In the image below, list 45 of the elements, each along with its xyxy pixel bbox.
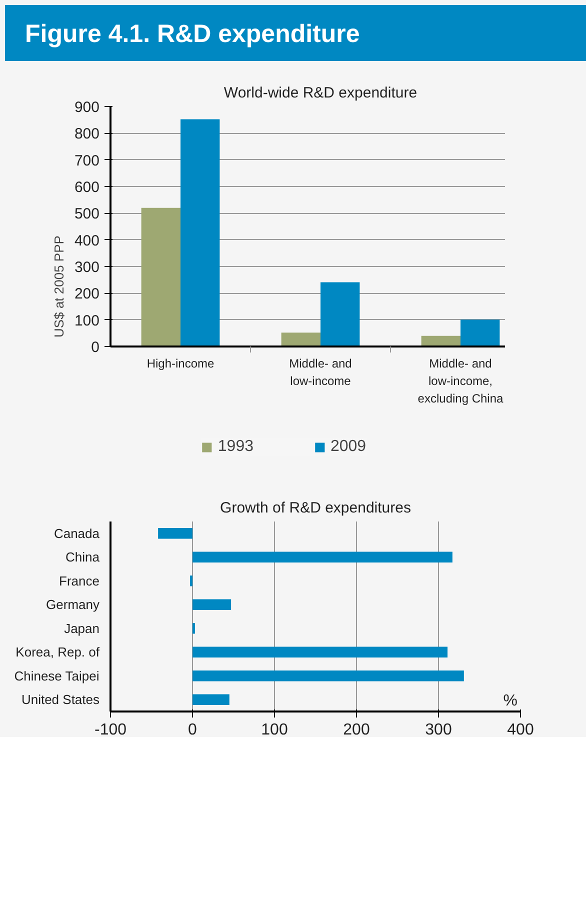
y-tick-label: 800 [74, 126, 100, 143]
y-tick-label: China [66, 550, 100, 565]
x-tick-label: 100 [261, 722, 288, 738]
legend-label: 2009 [330, 438, 366, 456]
x-tick-label: -100 [94, 722, 127, 738]
y-tick-label: France [59, 573, 100, 588]
x-tick-label: High-income [146, 356, 215, 370]
y-tick-label: 0 [91, 339, 100, 356]
x-axis-title: % [503, 692, 518, 710]
y-axis-title: US$ at 2005 PPP [51, 236, 66, 338]
chart-title: World-wide R&D expenditure [224, 84, 418, 102]
y-tick-label: 900 [74, 99, 100, 116]
x-tick-label: 200 [343, 722, 370, 738]
bar [192, 599, 232, 610]
y-tick-label: 500 [74, 206, 100, 223]
bar [192, 670, 464, 682]
bar [460, 320, 500, 346]
chart-title: Growth of R&D expenditures [220, 500, 411, 516]
x-tick-label: Middle- and low-income, excluding China [418, 356, 504, 406]
y-tick-label: Japan [64, 620, 100, 636]
bar [192, 694, 230, 705]
y-tick-label: 700 [74, 152, 100, 170]
y-tick-label: Korea, Rep. of [16, 644, 100, 660]
x-tick-label: 400 [507, 722, 534, 738]
y-tick-label: 100 [74, 312, 100, 330]
bar [158, 528, 192, 539]
legend-label: 1993 [218, 438, 254, 456]
caption: Figure 4.1. R&D expenditure [25, 19, 360, 50]
bar [320, 282, 360, 346]
bar [281, 332, 320, 346]
x-tick-label: 0 [188, 722, 198, 738]
bar [180, 119, 220, 346]
y-tick-label: 300 [74, 259, 100, 276]
bar [192, 646, 448, 658]
y-tick-label: 600 [74, 179, 100, 196]
x-tick-label: Middle- and low-income [289, 356, 352, 388]
y-tick-label: Chinese Taipei [14, 668, 100, 684]
y-tick-label: United States [21, 692, 100, 708]
y-tick-label: 400 [74, 232, 100, 250]
y-tick-label: Germany [46, 597, 100, 612]
bar [141, 208, 180, 346]
bar [192, 552, 452, 562]
y-tick-label: 200 [74, 286, 100, 303]
x-tick-label: 300 [425, 722, 452, 738]
y-tick-label: Canada [54, 526, 100, 541]
